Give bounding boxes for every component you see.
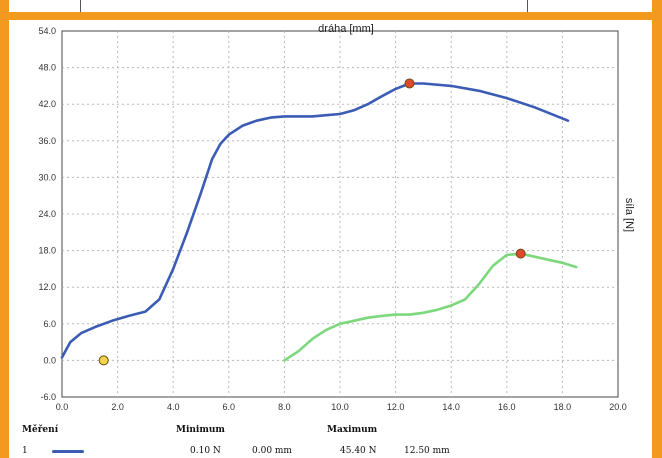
x-tick-label: 10.0 [331, 402, 349, 412]
top-strip [0, 0, 662, 12]
x-tick-label: 2.0 [111, 402, 124, 412]
row-index: 1 [22, 446, 28, 456]
series-legend-line [52, 450, 84, 453]
series-line-2 [283, 252, 578, 362]
max-force: 45.40 N [340, 446, 377, 456]
x-tick-label: 12.0 [387, 402, 405, 412]
x-tick-label: 16.0 [498, 402, 516, 412]
y-tick-label: 0.0 [43, 355, 56, 365]
min-force: 0.10 N [190, 446, 221, 456]
y-tick-label: 48.0 [38, 63, 56, 73]
x-tick-label: 6.0 [223, 402, 236, 412]
top-divider [527, 0, 528, 12]
x-tick-label: 14.0 [442, 402, 460, 412]
x-tick-label: 0.0 [56, 402, 69, 412]
y-tick-label: -6.0 [40, 392, 56, 402]
chart-panel: dráha [mm] síla [N] 0.0 2.0 4.0 6.0 8.0 10.0 1… [9, 20, 652, 458]
y-axis-label: síla [N] [623, 198, 635, 232]
y-tick-label: 54.0 [38, 26, 56, 36]
y-tick-label: 30.0 [38, 172, 56, 182]
y-tick-label: 36.0 [38, 136, 56, 146]
top-divider [80, 0, 81, 12]
max-distance: 12.50 mm [404, 446, 450, 456]
x-axis-label: dráha [mm] [318, 23, 374, 35]
stats-table: Měření Minimum Maximum 1 0.10 N 0.00 mm … [22, 422, 642, 458]
orange-border-left [0, 0, 9, 458]
header-minimum: Minimum [176, 425, 225, 435]
data-marker [515, 248, 526, 259]
x-tick-label: 4.0 [167, 402, 180, 412]
y-tick-label: 12.0 [38, 282, 56, 292]
y-tick-label: 24.0 [38, 209, 56, 219]
series-line-1 [60, 82, 570, 359]
orange-border-right [652, 0, 662, 458]
min-distance: 0.00 mm [252, 446, 292, 456]
header-maximum: Maximum [327, 425, 378, 435]
header-measurement: Měření [22, 425, 59, 435]
force-distance-chart: dráha [mm] síla [N] 0.0 2.0 4.0 6.0 8.0 10.0 1… [38, 23, 635, 412]
y-tick-label: 18.0 [38, 246, 56, 256]
x-tick-label: 18.0 [554, 402, 572, 412]
y-tick-label: 6.0 [43, 319, 56, 329]
data-marker [404, 78, 415, 89]
x-tick-label: 8.0 [278, 402, 291, 412]
x-tick-label: 20.0 [609, 402, 627, 412]
y-tick-label: 42.0 [38, 99, 56, 109]
orange-border-top [0, 12, 662, 20]
data-marker [98, 355, 109, 366]
